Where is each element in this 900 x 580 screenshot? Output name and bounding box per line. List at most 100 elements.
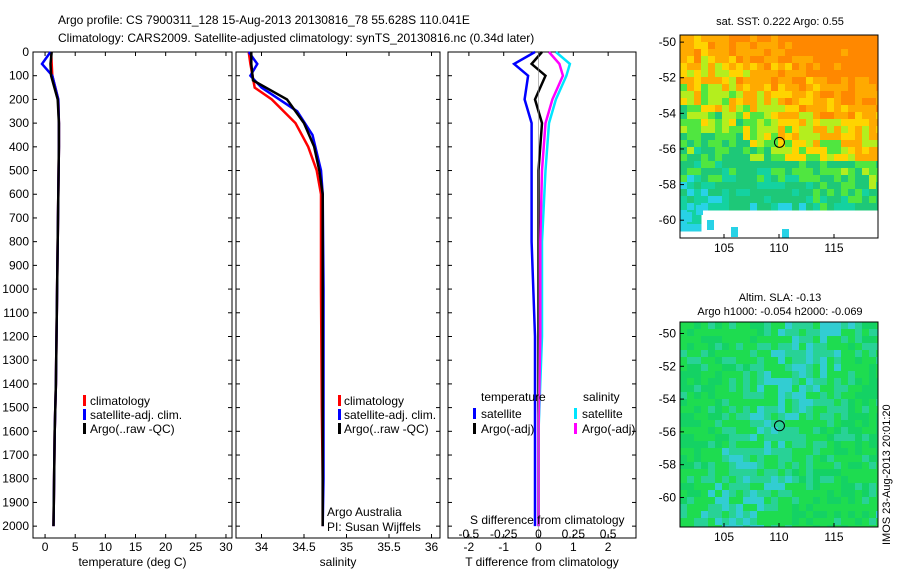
sla_map-cell	[848, 350, 856, 358]
sla_map-cell	[771, 385, 779, 393]
sst_map-cell	[834, 168, 842, 176]
sla_map-cell	[876, 371, 878, 379]
sst_map-cell	[701, 35, 709, 43]
sla_map-cell	[757, 441, 765, 449]
sst_map-cell	[771, 119, 779, 127]
sla_map-cell	[715, 413, 723, 421]
sst_map-cell	[862, 42, 870, 50]
sal-legend-swatch	[338, 409, 341, 420]
sla_map-cell	[876, 413, 878, 421]
sst-ice-edge-cell	[707, 220, 714, 230]
sla_map-cell	[848, 455, 856, 463]
sst_map-cell	[708, 140, 716, 148]
sla_map-cell	[806, 490, 814, 498]
sla_map-cell	[785, 455, 793, 463]
sla_map-cell	[743, 469, 751, 477]
sla_map-cell	[827, 483, 835, 491]
sst_map-cell	[806, 182, 814, 190]
sla_map-cell	[701, 399, 709, 407]
sla_map-cell	[722, 336, 730, 344]
sst_map-cell	[778, 182, 786, 190]
sla_map-cell	[764, 434, 772, 442]
sla_map-cell	[799, 483, 807, 491]
sla_map-cell	[757, 385, 765, 393]
sla_map-cell	[680, 427, 688, 435]
sla_map-cell	[820, 350, 828, 358]
sst_map-cell	[722, 84, 730, 92]
sla_map-cell	[771, 364, 779, 372]
sla_map-cell	[848, 448, 856, 456]
sst_map-cell	[722, 49, 730, 57]
sla_map-cell	[869, 350, 877, 358]
sla_map-cell	[743, 483, 751, 491]
sla_map-cell	[743, 448, 751, 456]
sla_map-cell	[806, 322, 814, 330]
sst_map-cell	[743, 42, 751, 50]
sla_map-cell	[708, 392, 716, 400]
depth-tick-label: 300	[9, 116, 29, 130]
sla_map-cell	[757, 378, 765, 386]
sst_map-cell	[834, 56, 842, 64]
sla_map-cell	[792, 399, 800, 407]
sst_map-cell	[715, 147, 723, 155]
sla_map-cell	[799, 378, 807, 386]
sla_map-cell	[827, 462, 835, 470]
sla_map-cell	[743, 525, 751, 527]
sst_map-cell	[806, 168, 814, 176]
sst_map-cell	[701, 56, 709, 64]
sla_map-cell	[827, 434, 835, 442]
sst_map-cell	[680, 98, 688, 106]
sla_map-cell	[743, 385, 751, 393]
sst_map-cell	[799, 203, 807, 211]
sla_map-cell	[694, 448, 702, 456]
sla_map-cell	[771, 476, 779, 484]
sla_map-cell	[799, 413, 807, 421]
sla_map-cell	[841, 378, 849, 386]
sla_map-cell	[869, 413, 877, 421]
sla_map-cell	[701, 511, 709, 519]
sst_map-cell	[715, 70, 723, 78]
sla_map-cell	[869, 525, 877, 527]
sla_map-cell	[694, 427, 702, 435]
sla_map-cell	[813, 455, 821, 463]
sla_map-cell	[708, 378, 716, 386]
sla_map-cell	[680, 448, 688, 456]
sla_map-cell	[841, 476, 849, 484]
sst_map-cell	[827, 49, 835, 57]
sla_map-cell	[729, 448, 737, 456]
sst_map-cell	[862, 70, 870, 78]
sla_map-cell	[841, 434, 849, 442]
difference-xtick-label: -2	[464, 540, 475, 554]
sla_map-cell	[708, 511, 716, 519]
sla_map-cell	[743, 413, 751, 421]
sst_map-cell	[848, 77, 856, 85]
sst_map-cell	[806, 189, 814, 197]
sst_map-cell	[687, 77, 695, 85]
sla_map-cell	[820, 497, 828, 505]
sla_map-cell	[736, 329, 744, 337]
sla_map-cell	[764, 329, 772, 337]
sla_map-cell	[869, 469, 877, 477]
sla_map-cell	[792, 518, 800, 526]
sla_map-cell	[694, 350, 702, 358]
sst_map-cell	[834, 189, 842, 197]
sla_map-cell	[799, 511, 807, 519]
sst_map-cell	[869, 49, 877, 57]
sst_map-cell	[806, 126, 814, 134]
sla_map-cell	[764, 385, 772, 393]
sst_map-cell	[764, 175, 772, 183]
sla_map-cell	[869, 504, 877, 512]
sla_map-cell	[715, 406, 723, 414]
sla_map-cell	[708, 357, 716, 365]
sst_map-cell	[694, 56, 702, 64]
sla_map-cell	[862, 385, 870, 393]
sla_map-cell	[820, 329, 828, 337]
sla_map-cell	[876, 329, 878, 337]
sst_map-cell	[834, 126, 842, 134]
sst_map-cell	[729, 56, 737, 64]
sst_map-cell	[729, 77, 737, 85]
depth-tick-label: 2000	[2, 519, 29, 533]
sst_map-cell	[680, 42, 688, 50]
sla_map-cell	[792, 378, 800, 386]
sla_map-cell	[848, 392, 856, 400]
